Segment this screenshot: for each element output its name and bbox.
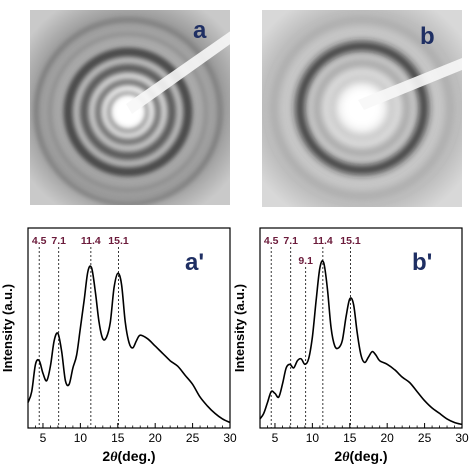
x-tick-label: 30 [455, 431, 469, 445]
xrd-chart-a-prime: 5 10 15 20 25 30 4.5 7.1 11.4 15.1 a' Intensity (a.… [0, 227, 237, 465]
peak-label: 9.1 [298, 255, 313, 267]
panel-label-b: b [420, 23, 435, 50]
x-tick-label: 30 [223, 431, 237, 445]
x-tick-label: 25 [186, 431, 200, 445]
peak-label: 11.4 [313, 235, 333, 247]
diffraction-image-a [30, 10, 230, 205]
peak-label: 15.1 [108, 235, 129, 247]
x-tick-label: 5 [272, 431, 279, 445]
x-axis-label: 2θ(deg.) [102, 448, 155, 465]
peak-label: 4.5 [32, 235, 47, 247]
x-tick-label: 20 [381, 431, 395, 445]
diffraction-image-b [262, 10, 462, 207]
peak-label: 11.4 [81, 235, 101, 247]
x-tick-label: 5 [40, 431, 47, 445]
panel-label-a: a [193, 17, 207, 44]
chart-panel-label: a' [185, 249, 204, 276]
x-tick-label: 20 [149, 431, 163, 445]
x-axis-label: 2θ(deg.) [334, 448, 387, 465]
x-tick-label: 10 [306, 431, 320, 445]
chart-panel-label: b' [412, 249, 432, 276]
x-tick-label: 15 [343, 431, 357, 445]
xrd-plots: 5 10 15 20 25 30 4.5 7.1 11.4 15.1 a' Intensity (a.… [0, 227, 469, 465]
x-tick-label: 15 [111, 431, 125, 445]
x-tick-label: 10 [74, 431, 88, 445]
peak-label: 7.1 [283, 235, 298, 247]
peak-label: 7.1 [51, 235, 66, 247]
xrd-curve [27, 265, 231, 424]
y-axis-label: Intensity (a.u.) [0, 284, 15, 372]
xrd-curve [259, 260, 463, 426]
y-axis-label: Intensity (a.u.) [232, 284, 247, 372]
xrd-chart-b-prime: 5 10 15 20 25 30 4.5 7.19.111.4 15.1 b' Intensity … [232, 227, 469, 465]
peak-label: 15.1 [340, 235, 361, 247]
plot-frame [27, 227, 231, 429]
x-tick-label: 25 [418, 431, 432, 445]
peak-label: 4.5 [264, 235, 279, 247]
plot-frame [259, 227, 463, 429]
